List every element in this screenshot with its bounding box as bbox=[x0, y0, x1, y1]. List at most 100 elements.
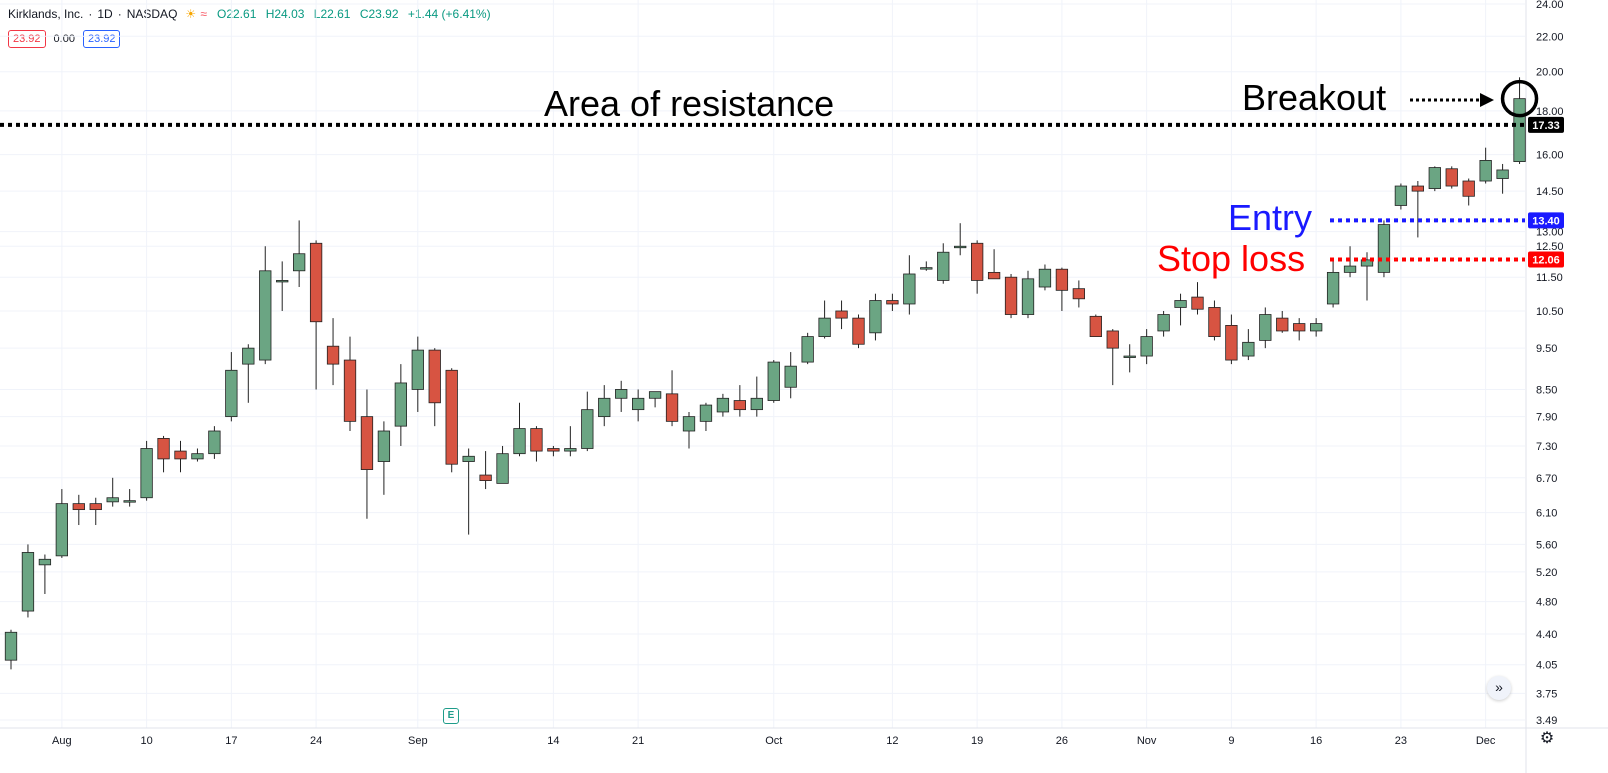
candle-body bbox=[954, 245, 967, 249]
wave-icon: ≈ bbox=[200, 7, 207, 21]
candle-body bbox=[1225, 325, 1238, 361]
candle-body bbox=[767, 361, 780, 401]
x-tick-label: 14 bbox=[547, 735, 559, 747]
candle-body bbox=[1326, 271, 1340, 305]
candle-body bbox=[581, 409, 594, 449]
candle-body bbox=[411, 349, 424, 390]
y-tick-label: 12.50 bbox=[1536, 241, 1564, 253]
candle-body bbox=[1462, 180, 1475, 197]
candle-body bbox=[21, 552, 35, 612]
y-tick-label: 13.00 bbox=[1536, 227, 1564, 239]
candle-body bbox=[733, 400, 746, 411]
candle-body bbox=[1004, 276, 1018, 315]
y-tick-label: 3.49 bbox=[1536, 715, 1557, 727]
change-value: +1.44 (+6.41%) bbox=[407, 7, 491, 21]
y-tick-label: 7.90 bbox=[1536, 412, 1557, 424]
candle-body bbox=[1140, 336, 1153, 357]
candle-body bbox=[750, 397, 763, 411]
candle-body bbox=[1394, 185, 1408, 206]
stop-loss-annotation: Stop loss bbox=[1157, 238, 1305, 279]
candle-body bbox=[1174, 300, 1187, 308]
y-tick-label: 24.00 bbox=[1536, 0, 1564, 11]
stop-loss-price-tag bbox=[1528, 251, 1564, 268]
candle-body bbox=[259, 270, 272, 361]
candle-body bbox=[479, 474, 492, 481]
candle-body bbox=[106, 497, 119, 503]
candle-body bbox=[1479, 160, 1492, 182]
candle-body bbox=[1445, 168, 1458, 187]
x-tick-label: Aug bbox=[52, 735, 72, 747]
resistance-annotation: Area of resistance bbox=[544, 83, 834, 124]
x-tick-label: 26 bbox=[1056, 735, 1068, 747]
candle-body bbox=[242, 347, 255, 365]
y-tick-label: 8.50 bbox=[1536, 384, 1557, 396]
candle-body bbox=[496, 453, 509, 484]
candle-body bbox=[1072, 288, 1085, 300]
stop-loss-price-tag-label: 12.06 bbox=[1532, 255, 1560, 267]
candle-body bbox=[937, 251, 950, 281]
candle-body bbox=[920, 267, 933, 270]
candle-body bbox=[1157, 314, 1170, 332]
x-tick-label: 19 bbox=[971, 735, 983, 747]
interval-label[interactable]: 1D bbox=[97, 7, 113, 21]
candle-body bbox=[1310, 323, 1323, 332]
x-tick-label: Nov bbox=[1137, 735, 1157, 747]
candle-body bbox=[225, 369, 238, 418]
candle-body bbox=[886, 300, 899, 305]
breakout-annotation: Breakout bbox=[1242, 77, 1386, 118]
candle-body bbox=[1191, 296, 1204, 310]
candle-body bbox=[1123, 355, 1136, 358]
candle-body bbox=[157, 438, 170, 460]
candle-body bbox=[1377, 224, 1391, 273]
y-tick-label: 4.05 bbox=[1536, 660, 1557, 672]
y-tick-label: 5.20 bbox=[1536, 567, 1557, 579]
breakout-arrowhead bbox=[1480, 93, 1494, 107]
candle-body bbox=[174, 450, 187, 460]
y-tick-label: 10.50 bbox=[1536, 306, 1564, 318]
candle-body bbox=[784, 365, 797, 388]
ohlc-values: O22.61 H24.03 L22.61 C23.92 +1.44 (+6.41… bbox=[217, 7, 497, 21]
open-value: O22.61 bbox=[217, 7, 257, 21]
candle-body bbox=[445, 369, 458, 465]
y-tick-label: 18.00 bbox=[1536, 106, 1564, 118]
y-tick-label: 9.50 bbox=[1536, 343, 1557, 355]
candle-body bbox=[699, 404, 713, 422]
candle-body bbox=[835, 310, 848, 319]
candle-body bbox=[4, 631, 18, 661]
x-tick-label: Dec bbox=[1476, 735, 1496, 747]
chart-legend: Kirklands, Inc. · 1D · NASDAQ ☀ ≈ O22.61… bbox=[8, 7, 497, 21]
earnings-icon[interactable]: E bbox=[443, 708, 459, 724]
close-value: C23.92 bbox=[359, 7, 399, 21]
candle-body bbox=[343, 359, 357, 422]
candle-body bbox=[123, 500, 136, 503]
y-tick-label: 6.70 bbox=[1536, 473, 1557, 485]
candle-body bbox=[547, 448, 560, 452]
gear-icon[interactable]: ⚙ bbox=[1539, 730, 1555, 747]
candle-body bbox=[309, 242, 323, 323]
candle-body bbox=[564, 448, 577, 452]
y-tick-label: 7.30 bbox=[1536, 441, 1557, 453]
x-tick-label: Sep bbox=[408, 735, 428, 747]
separator: · bbox=[117, 7, 122, 21]
high-value: H24.03 bbox=[265, 7, 305, 21]
candle-body bbox=[89, 503, 102, 511]
candle-body bbox=[360, 416, 374, 470]
candle-body bbox=[1038, 268, 1052, 288]
candle-body bbox=[632, 397, 645, 411]
separator: · bbox=[88, 7, 93, 21]
candle-body bbox=[987, 271, 1001, 280]
x-tick-label: 23 bbox=[1395, 735, 1407, 747]
x-tick-label: 24 bbox=[310, 735, 322, 747]
scroll-to-realtime-button[interactable]: » bbox=[1487, 676, 1511, 700]
candle-body bbox=[191, 453, 204, 460]
candle-body bbox=[1106, 330, 1119, 349]
x-tick-label: 21 bbox=[632, 735, 644, 747]
candle-body bbox=[1242, 341, 1255, 357]
candle-body bbox=[1208, 307, 1221, 337]
symbol-name[interactable]: Kirklands, Inc. bbox=[8, 7, 84, 21]
y-tick-label: 6.10 bbox=[1536, 508, 1557, 520]
candle-body bbox=[55, 503, 68, 557]
candle-body bbox=[292, 253, 306, 272]
resistance-price-tag bbox=[1528, 116, 1564, 133]
